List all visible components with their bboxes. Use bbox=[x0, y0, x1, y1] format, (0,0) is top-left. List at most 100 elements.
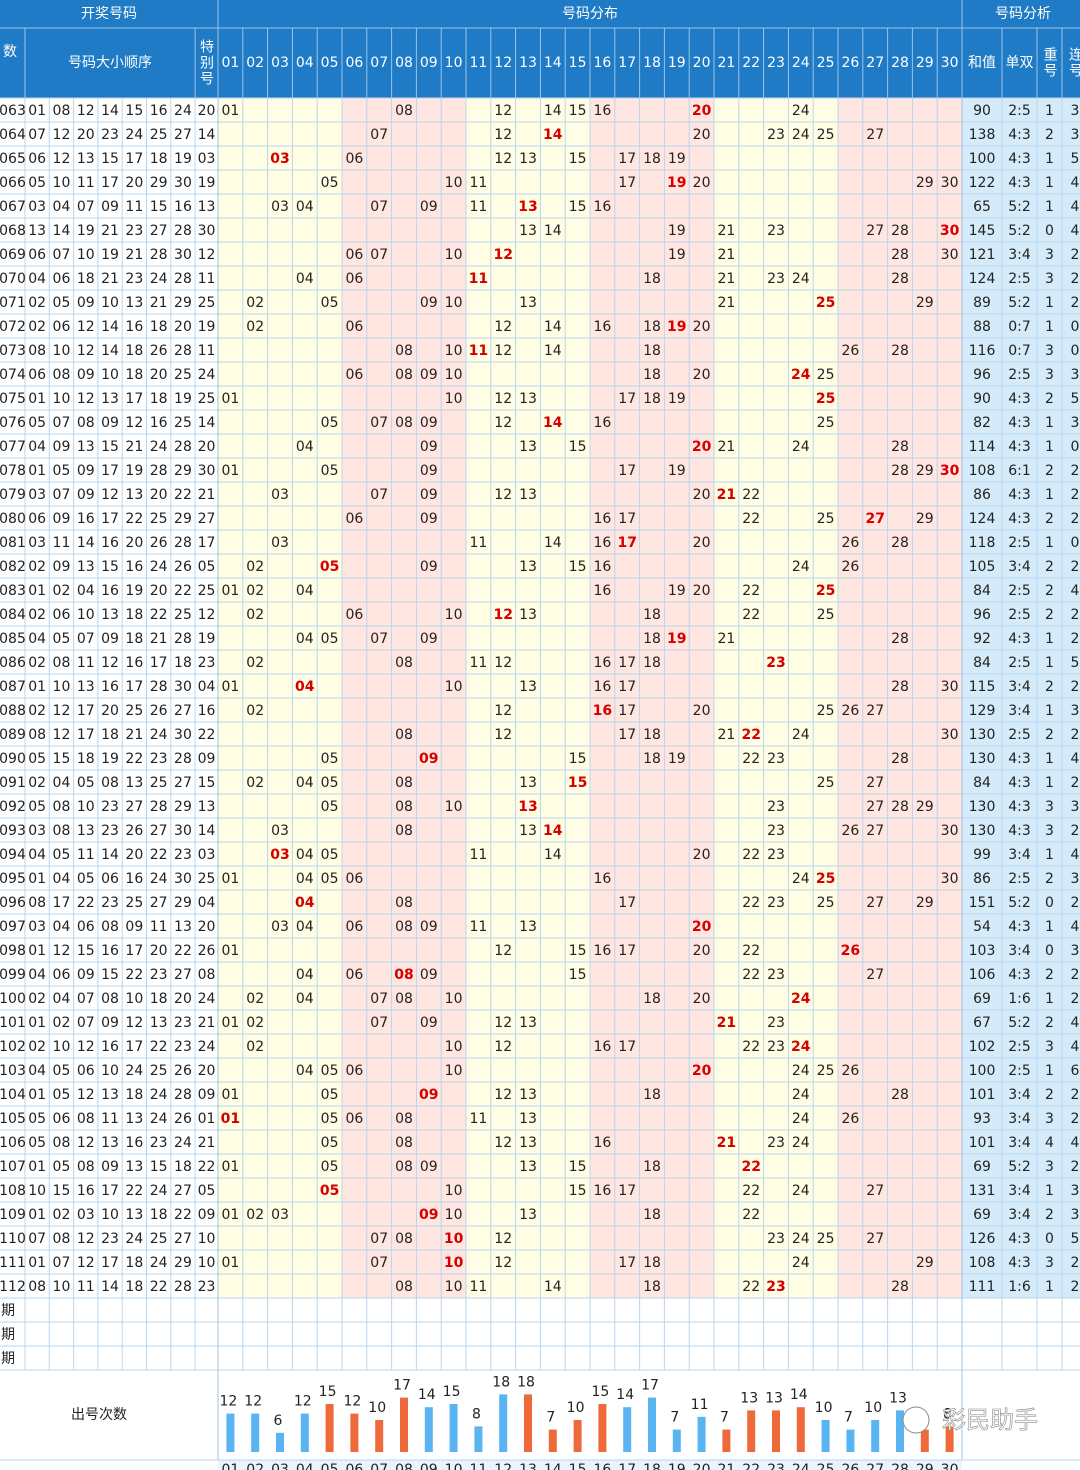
dist-number: 04 bbox=[296, 199, 314, 215]
number: 11 bbox=[125, 199, 143, 215]
dist-number: 05 bbox=[321, 631, 339, 647]
number: 22 bbox=[174, 487, 192, 503]
sum: 115 bbox=[969, 679, 996, 695]
number: 08 bbox=[53, 367, 71, 383]
number: 10 bbox=[77, 799, 95, 815]
dist-number: 05 bbox=[321, 175, 339, 191]
dist-number: 18 bbox=[643, 1255, 661, 1271]
dist-number: 26 bbox=[841, 559, 859, 575]
number: 28 bbox=[174, 751, 192, 767]
col-header: 19 bbox=[668, 55, 686, 71]
dist-number: 22 bbox=[742, 751, 760, 767]
dist-number: 12 bbox=[494, 127, 512, 143]
odd-even: 4:3 bbox=[1008, 919, 1031, 935]
dist-number: 25 bbox=[817, 775, 835, 791]
number: 11 bbox=[77, 1279, 95, 1295]
dist-number: 15 bbox=[569, 967, 587, 983]
odd-even: 4:3 bbox=[1008, 751, 1031, 767]
dist-number: 10 bbox=[445, 295, 463, 311]
col-header: 12 bbox=[494, 55, 512, 71]
odd-even: 5:2 bbox=[1008, 223, 1031, 239]
dist-number: 18 bbox=[643, 991, 661, 1007]
number: 28 bbox=[150, 799, 168, 815]
count-bar bbox=[598, 1404, 607, 1452]
period: 066 bbox=[0, 175, 26, 191]
number: 18 bbox=[125, 1087, 143, 1103]
number: 16 bbox=[101, 535, 119, 551]
period: 111 bbox=[0, 1255, 26, 1271]
number: 19 bbox=[101, 247, 119, 263]
number: 16 bbox=[101, 1039, 119, 1055]
odd-even: 2:5 bbox=[1008, 727, 1031, 743]
period: 083 bbox=[0, 583, 26, 599]
dist-number: 03 bbox=[271, 1207, 289, 1223]
dist-number: 12 bbox=[494, 655, 512, 671]
consecutive: 4 bbox=[1071, 1039, 1080, 1055]
number: 08 bbox=[28, 727, 46, 743]
count-label: 14 bbox=[616, 1387, 634, 1403]
special: 27 bbox=[198, 511, 216, 527]
number: 08 bbox=[53, 799, 71, 815]
count-bar bbox=[623, 1407, 632, 1452]
dist-number: 28 bbox=[891, 463, 909, 479]
dist-number: 14 bbox=[544, 1279, 562, 1295]
number: 22 bbox=[150, 1279, 168, 1295]
dist-number: 28 bbox=[891, 271, 909, 287]
repeat: 2 bbox=[1045, 1015, 1054, 1031]
sum: 111 bbox=[969, 1279, 996, 1295]
bottom-col-label: 20 bbox=[693, 1462, 711, 1470]
dist-number: 06 bbox=[345, 607, 363, 623]
bottom-col-label: 05 bbox=[321, 1462, 339, 1470]
number: 18 bbox=[150, 319, 168, 335]
repeat: 2 bbox=[1045, 511, 1054, 527]
number: 17 bbox=[125, 679, 143, 695]
dist-number: 12 bbox=[494, 415, 512, 431]
dist-number: 01 bbox=[221, 679, 239, 695]
dist-special: 21 bbox=[717, 1015, 736, 1031]
dist-number: 18 bbox=[643, 343, 661, 359]
dist-number: 27 bbox=[866, 1183, 884, 1199]
number: 03 bbox=[28, 199, 46, 215]
number: 13 bbox=[125, 1111, 143, 1127]
number: 23 bbox=[101, 127, 119, 143]
number: 09 bbox=[77, 487, 95, 503]
number: 23 bbox=[174, 1039, 192, 1055]
number: 19 bbox=[125, 463, 143, 479]
odd-even: 4:3 bbox=[1008, 967, 1031, 983]
col-header: 25 bbox=[817, 55, 835, 71]
dist-number: 08 bbox=[395, 415, 413, 431]
col-header: 29 bbox=[916, 55, 934, 71]
col-header: 02 bbox=[246, 55, 264, 71]
dist-number: 16 bbox=[593, 1183, 611, 1199]
count-bar bbox=[846, 1429, 855, 1452]
number: 18 bbox=[125, 343, 143, 359]
dist-number: 08 bbox=[395, 775, 413, 791]
consecutive: 4 bbox=[1071, 175, 1080, 191]
sum: 145 bbox=[969, 223, 996, 239]
bottom-col-label: 15 bbox=[569, 1462, 587, 1470]
number: 17 bbox=[101, 511, 119, 527]
period: 077 bbox=[0, 439, 26, 455]
number: 29 bbox=[174, 895, 192, 911]
dist-number: 20 bbox=[693, 991, 711, 1007]
consecutive: 2 bbox=[1071, 511, 1080, 527]
dist-number: 04 bbox=[296, 991, 314, 1007]
col-header: 17 bbox=[618, 55, 636, 71]
count-bar bbox=[524, 1394, 532, 1452]
number: 07 bbox=[28, 127, 46, 143]
number: 15 bbox=[53, 1183, 71, 1199]
period: 082 bbox=[0, 559, 26, 575]
dist-number: 22 bbox=[742, 511, 760, 527]
number: 26 bbox=[150, 343, 168, 359]
period: 106 bbox=[0, 1135, 26, 1151]
dist-number: 19 bbox=[668, 151, 686, 167]
special: 03 bbox=[198, 847, 216, 863]
dist-number: 15 bbox=[569, 199, 587, 215]
number: 16 bbox=[125, 871, 143, 887]
dist-number: 20 bbox=[693, 175, 711, 191]
sum: 102 bbox=[969, 1039, 996, 1055]
dist-special: 20 bbox=[692, 103, 712, 119]
special: 11 bbox=[198, 271, 216, 287]
sum: 130 bbox=[969, 727, 996, 743]
dist-number: 15 bbox=[569, 559, 587, 575]
